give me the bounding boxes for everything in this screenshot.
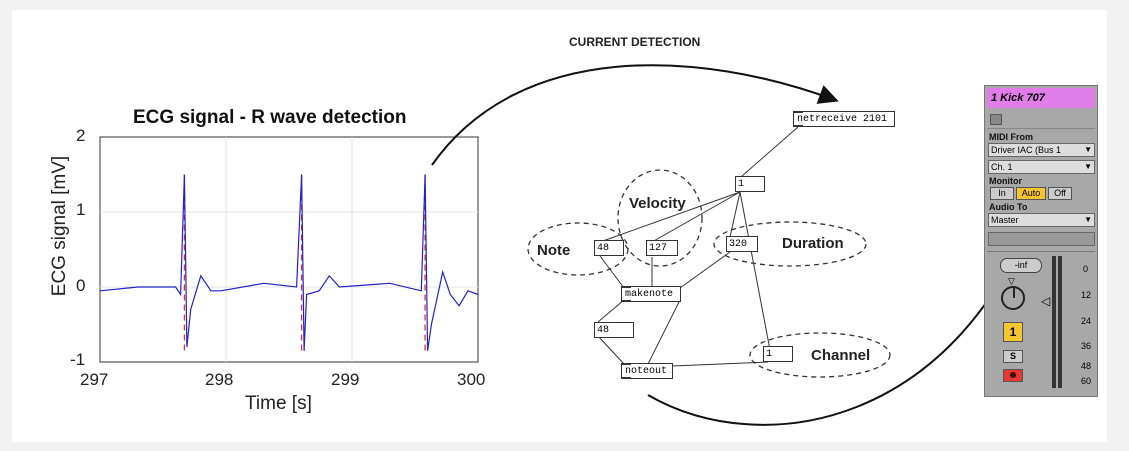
x-tick-299: 299 <box>331 370 360 389</box>
meter-tick-48: 48 <box>1081 361 1092 371</box>
midi-from-label: MIDI From <box>989 132 1033 142</box>
monitor-off-button[interactable]: Off <box>1048 187 1072 200</box>
velocity-ellipse <box>617 169 703 267</box>
midi-from-dropdown[interactable]: Driver IAC (Bus 1 ▼ <box>988 143 1095 157</box>
duration-ellipse <box>713 221 867 267</box>
number-box-top[interactable]: 1 <box>735 176 765 192</box>
live-track-panel: 1 Kick 707 MIDI From Driver IAC (Bus 1 ▼… <box>984 85 1098 397</box>
channel-label: Channel <box>811 347 871 364</box>
x-axis-label: Time [s] <box>245 393 312 414</box>
duration-label: Duration <box>782 235 844 252</box>
audio-to-sub-dropdown[interactable] <box>988 232 1095 246</box>
x-tick-298: 298 <box>205 370 234 389</box>
y-tick-2: 2 <box>76 126 86 145</box>
arm-icon <box>1010 372 1016 378</box>
monitor-auto-button[interactable]: Auto <box>1016 187 1046 200</box>
monitor-in-button[interactable]: In <box>990 187 1014 200</box>
dropdown-arrow-icon: ▼ <box>1084 145 1092 154</box>
meter-tick-12: 12 <box>1081 290 1092 300</box>
number-box-velocity[interactable]: 127 <box>646 240 678 256</box>
y-tick-0: 0 <box>76 276 86 295</box>
arrow-label: CURRENT DETECTION <box>569 35 701 49</box>
number-box-output[interactable]: 48 <box>594 322 634 338</box>
ecg-signal-line <box>99 174 479 351</box>
noteout-object[interactable]: noteout <box>621 363 673 379</box>
arrow-current-detection <box>431 64 839 166</box>
x-tick-300: 300 <box>457 370 486 389</box>
channel-text: Ch. 1 <box>991 162 1013 172</box>
arm-button[interactable] <box>1003 369 1023 382</box>
netreceive-object[interactable]: netreceive 2101 <box>793 111 895 127</box>
pan-knob[interactable] <box>1001 286 1025 310</box>
monitor-label: Monitor <box>989 176 1022 186</box>
channel-ellipse <box>749 332 891 378</box>
plot-area <box>99 136 479 363</box>
audio-to-label: Audio To <box>989 202 1028 212</box>
number-box-duration[interactable]: 320 <box>726 236 758 252</box>
volume-display[interactable]: -inf <box>1000 258 1042 273</box>
number-box-note[interactable]: 48 <box>594 240 624 256</box>
number-box-channel[interactable]: 1 <box>763 346 793 362</box>
solo-button[interactable]: S <box>1003 350 1023 363</box>
audio-to-dropdown[interactable]: Master ▼ <box>988 213 1095 227</box>
y-tick-neg1: -1 <box>70 350 86 369</box>
dropdown-arrow-icon: ▼ <box>1084 215 1092 224</box>
level-meter <box>1052 256 1056 388</box>
note-ellipse <box>527 222 629 276</box>
makenote-object[interactable]: makenote <box>621 286 681 302</box>
meter-tick-24: 24 <box>1081 316 1092 326</box>
fader-handle-icon[interactable]: ◁ <box>1041 294 1051 308</box>
track-activator[interactable] <box>990 114 1002 125</box>
meter-tick-60: 60 <box>1081 376 1092 386</box>
midi-channel-dropdown[interactable]: Ch. 1 ▼ <box>988 160 1095 174</box>
chart-title: ECG signal - R wave detection <box>133 107 407 128</box>
dropdown-arrow-icon: ▼ <box>1084 162 1092 171</box>
note-label: Note <box>537 242 571 259</box>
track-number-button[interactable]: 1 <box>1003 322 1023 342</box>
track-name[interactable]: 1 Kick 707 <box>987 88 1095 108</box>
grid-lines <box>100 137 478 362</box>
velocity-label: Velocity <box>629 195 686 212</box>
meter-tick-36: 36 <box>1081 341 1092 351</box>
x-tick-297: 297 <box>80 370 109 389</box>
y-tick-1: 1 <box>76 200 86 219</box>
pan-indicator-icon: ▽ <box>1008 276 1015 286</box>
meter-tick-0: 0 <box>1083 264 1089 274</box>
level-meter-right <box>1058 256 1062 388</box>
